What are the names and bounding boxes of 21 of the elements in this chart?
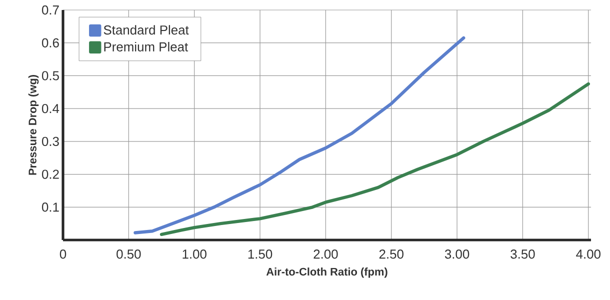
legend-label: Premium Pleat [104,42,188,52]
y-tick-label: 0.2 [42,170,59,179]
line-series [160,82,590,236]
y-tick-label: 0.5 [42,71,59,80]
x-axis-title: Air-to-Cloth Ratio (fpm) [266,268,388,278]
y-tick-label: 0.6 [42,38,59,48]
x-tick-label: 0.50 [116,250,141,259]
y-axis-title: Pressure Drop (wg) [28,75,39,175]
y-tick-label: 0.1 [42,202,59,212]
x-tick-label: 3.00 [444,250,470,259]
y-tick-label: 0.4 [42,104,60,114]
y-tick-label: 0.7 [42,5,59,15]
x-tick-label: 2.50 [379,250,404,259]
x-tick-label: 2.00 [314,250,338,259]
x-tick-label: 1.50 [248,250,272,259]
x-tick-label: 4.00 [576,250,600,259]
y-tick-label: 0.3 [42,136,59,146]
x-tick-label: 1.00 [182,250,206,259]
x-tick-label: 0 [60,250,66,259]
legend-label: Standard Pleat [104,25,189,35]
x-tick-label: 3.50 [510,250,535,259]
